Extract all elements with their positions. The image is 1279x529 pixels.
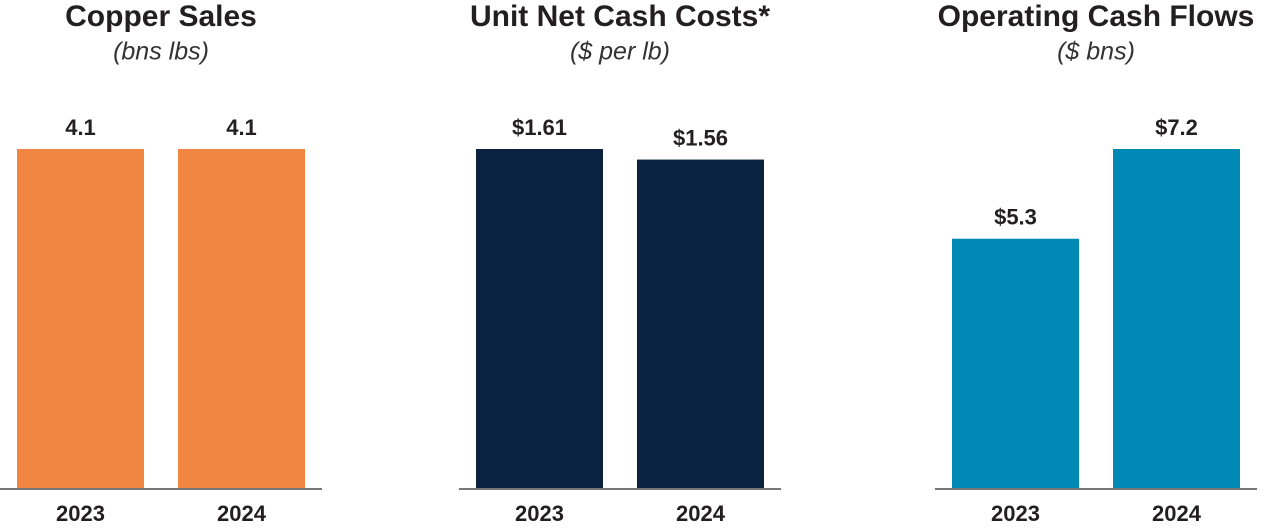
x-tick-label: 2024 — [1152, 501, 1202, 526]
chart-subtitle: (bns lbs) — [113, 38, 209, 66]
bar — [952, 238, 1079, 489]
x-tick-label: 2024 — [676, 501, 726, 526]
bar — [17, 149, 144, 489]
value-label: 4.1 — [65, 115, 96, 140]
bar — [178, 149, 305, 489]
chart-title: Copper Sales — [65, 0, 257, 33]
x-tick-label: 2023 — [56, 501, 105, 526]
x-tick-label: 2023 — [991, 501, 1040, 526]
bar — [637, 159, 764, 489]
value-label: $5.3 — [994, 205, 1037, 230]
x-tick-label: 2024 — [217, 501, 267, 526]
x-tick-label: 2023 — [515, 501, 564, 526]
value-label: $7.2 — [1155, 115, 1198, 140]
bar — [476, 149, 603, 489]
chart-title: Operating Cash Flows — [938, 0, 1255, 33]
chart-subtitle: ($ per lb) — [570, 38, 670, 66]
value-label: $1.61 — [512, 115, 567, 140]
bar — [1113, 149, 1240, 489]
chart-subtitle: ($ bns) — [1057, 38, 1135, 66]
value-label: 4.1 — [226, 115, 257, 140]
value-label: $1.56 — [673, 125, 728, 150]
chart-title: Unit Net Cash Costs* — [470, 0, 770, 33]
